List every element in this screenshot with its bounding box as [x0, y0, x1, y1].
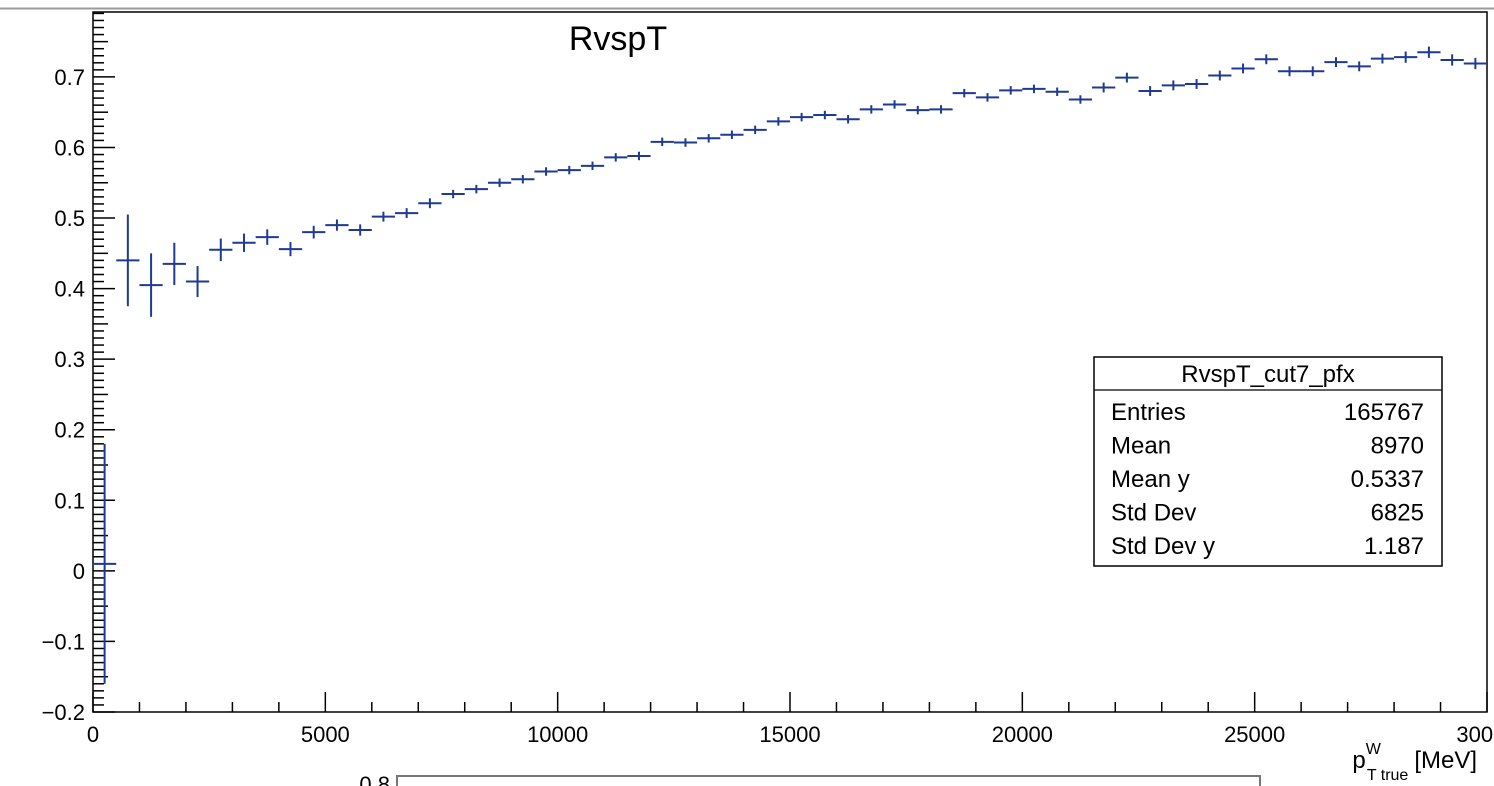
y-tick-label: 0.5	[54, 206, 85, 231]
stats-value: 165767	[1344, 399, 1424, 426]
y-tick-label: 0	[73, 559, 85, 584]
x-tick-label: 30000	[1456, 722, 1494, 747]
stats-value: 6825	[1371, 500, 1424, 527]
y-tick-label: 0.7	[54, 65, 85, 90]
x-axis-label: pW T true [MeV]	[1352, 741, 1477, 784]
stats-rows: Entries 165767 Mean 8970 Mean y 0.5337 Std Dev…	[1111, 399, 1424, 560]
x-label-sup: W	[1366, 741, 1382, 758]
stats-key: Mean y	[1111, 466, 1190, 493]
stats-value: 8970	[1371, 433, 1424, 460]
stats-title: RvspT_cut7_pfx	[1181, 361, 1354, 388]
y-tick-label: 0.1	[54, 488, 85, 513]
y-tick-label: 0.2	[54, 418, 85, 443]
x-label-unit: [MeV]	[1414, 747, 1477, 774]
stats-key: Std Dev	[1111, 500, 1196, 527]
x-tick-label: 10000	[527, 722, 588, 747]
lower-pad-label: 0.8	[359, 772, 390, 786]
lower-pad	[396, 775, 1261, 786]
chart-title: RvspT	[569, 20, 667, 58]
stats-box	[1093, 356, 1443, 567]
stats-key: Entries	[1111, 399, 1186, 426]
x-tick-label: 20000	[992, 722, 1053, 747]
x-label-sub: T true	[1367, 767, 1409, 784]
y-tick-label: −0.1	[42, 629, 85, 654]
x-tick-label: 15000	[759, 722, 820, 747]
x-tick-label: 25000	[1224, 722, 1285, 747]
stats-value: 1.187	[1364, 533, 1424, 560]
y-tick-label: 0.6	[54, 135, 85, 160]
stats-key: Mean	[1111, 433, 1171, 460]
y-tick-label: 0.3	[54, 347, 85, 372]
y-tick-label: −0.2	[42, 700, 85, 725]
stats-key: Std Dev y	[1111, 533, 1215, 560]
x-tick-label: 0	[87, 722, 99, 747]
y-tick-label: 0.4	[54, 277, 85, 302]
x-tick-label: 5000	[301, 722, 350, 747]
x-label-base: p	[1352, 747, 1365, 774]
stats-value: 0.5337	[1351, 466, 1424, 493]
